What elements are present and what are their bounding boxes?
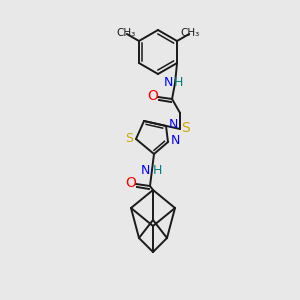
Text: S: S <box>125 133 133 146</box>
Text: N: N <box>168 118 178 131</box>
Text: N: N <box>170 134 180 148</box>
Text: N: N <box>164 76 173 88</box>
Text: H: H <box>173 76 183 88</box>
Text: N: N <box>140 164 150 176</box>
Text: H: H <box>152 164 162 176</box>
Text: O: O <box>148 89 158 103</box>
Text: CH₃: CH₃ <box>181 28 200 38</box>
Text: S: S <box>181 121 189 135</box>
Text: O: O <box>126 176 136 190</box>
Text: CH₃: CH₃ <box>116 28 135 38</box>
